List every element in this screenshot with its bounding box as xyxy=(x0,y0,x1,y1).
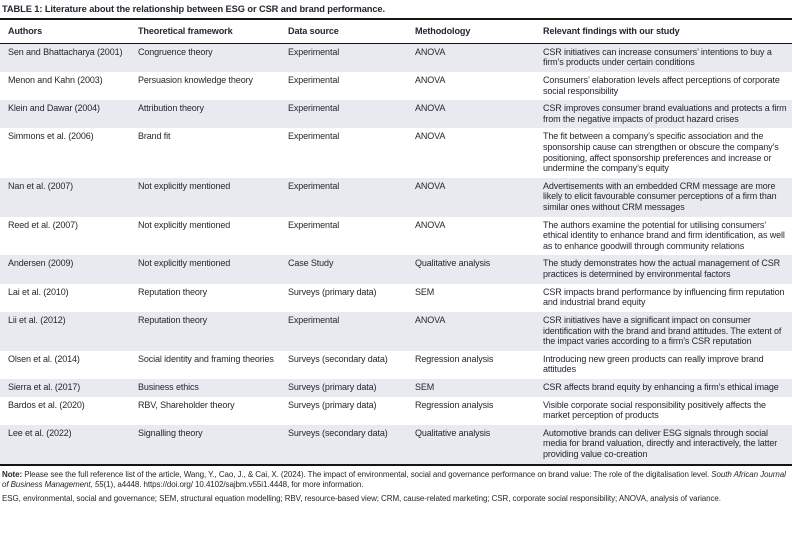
table-row: Lii et al. (2012) Reputation theory Expe… xyxy=(0,311,792,351)
table-row: Simmons et al. (2006) Brand fit Experime… xyxy=(0,128,792,177)
cell-authors: Nan et al. (2007) xyxy=(8,180,73,191)
cell-data-source: Experimental xyxy=(288,103,340,114)
cell-theoretical-framework: Reputation theory xyxy=(138,286,208,297)
note-text-before-italic: Please see the full reference list of th… xyxy=(22,469,712,479)
cell-methodology: ANOVA xyxy=(415,180,446,191)
table-notes: Note: Please see the full reference list… xyxy=(0,466,792,505)
cell-findings: Consumers’ elaboration levels affect per… xyxy=(543,74,780,96)
cell-authors: Sierra et al. (2017) xyxy=(8,381,81,392)
table-row: Andersen (2009) Not explicitly mentioned… xyxy=(0,255,792,284)
table-row: Nan et al. (2007) Not explicitly mention… xyxy=(0,177,792,217)
cell-findings: CSR improves consumer brand evaluations … xyxy=(543,103,787,124)
cell-findings: CSR affects brand equity by enhancing a … xyxy=(543,381,779,392)
cell-findings: CSR initiatives can increase consumers’ … xyxy=(543,46,772,68)
cell-data-source: Surveys (primary data) xyxy=(288,381,377,392)
cell-findings: The study demonstrates how the actual ma… xyxy=(543,258,781,280)
cell-methodology: Qualitative analysis xyxy=(415,427,491,438)
cell-findings: The authors examine the potential for ut… xyxy=(543,219,785,251)
cell-authors: Menon and Kahn (2003) xyxy=(8,74,103,85)
table-row: Sierra et al. (2017) Business ethics Sur… xyxy=(0,378,792,397)
cell-authors: Lee et al. (2022) xyxy=(8,427,72,438)
column-header-authors: Authors xyxy=(0,20,138,44)
cell-data-source: Surveys (primary data) xyxy=(288,399,377,410)
column-header-methodology: Methodology xyxy=(415,20,543,44)
cell-findings: Visible corporate social responsibility … xyxy=(543,399,766,421)
table-row: Bardos et al. (2020) RBV, Shareholder th… xyxy=(0,397,792,425)
cell-theoretical-framework: Signalling theory xyxy=(138,427,203,438)
cell-methodology: Regression analysis xyxy=(415,353,494,364)
cell-methodology: Regression analysis xyxy=(415,399,494,410)
cell-methodology: ANOVA xyxy=(415,74,446,85)
note-text-after-italic: (1), a4448. https://doi.org/ 10.4102/saj… xyxy=(103,480,364,489)
cell-data-source: Experimental xyxy=(288,314,340,325)
cell-findings: Automotive brands can deliver ESG signal… xyxy=(543,427,778,459)
cell-authors: Lii et al. (2012) xyxy=(8,314,66,325)
note-label: Note: xyxy=(2,469,23,479)
literature-table: Authors Theoretical framework Data sourc… xyxy=(0,20,792,466)
cell-methodology: ANOVA xyxy=(415,103,446,114)
cell-authors: Bardos et al. (2020) xyxy=(8,399,85,410)
cell-data-source: Experimental xyxy=(288,74,340,85)
table-row: Sen and Bhattacharya (2001) Congruence t… xyxy=(0,43,792,72)
table-row: Reed et al. (2007) Not explicitly mentio… xyxy=(0,217,792,256)
cell-data-source: Surveys (secondary data) xyxy=(288,427,388,438)
cell-data-source: Surveys (secondary data) xyxy=(288,353,388,364)
cell-authors: Olsen et al. (2014) xyxy=(8,353,80,364)
column-header-data-source: Data source xyxy=(288,20,415,44)
cell-methodology: ANOVA xyxy=(415,131,446,142)
cell-theoretical-framework: Not explicitly mentioned xyxy=(138,219,231,230)
cell-theoretical-framework: Business ethics xyxy=(138,381,199,392)
cell-theoretical-framework: Reputation theory xyxy=(138,314,208,325)
table-title: TABLE 1: Literature about the relationsh… xyxy=(0,0,792,20)
column-header-theoretical-framework: Theoretical framework xyxy=(138,20,288,44)
cell-data-source: Experimental xyxy=(288,131,340,142)
cell-methodology: ANOVA xyxy=(415,46,446,57)
cell-findings: CSR initiatives have a significant impac… xyxy=(543,314,782,347)
cell-theoretical-framework: Not explicitly mentioned xyxy=(138,180,231,191)
journal-name-italic: South African Journal of Business Manage… xyxy=(2,469,786,489)
cell-theoretical-framework: Attribution theory xyxy=(138,103,204,114)
cell-authors: Lai et al. (2010) xyxy=(8,286,69,297)
cell-authors: Reed et al. (2007) xyxy=(8,219,78,230)
cell-data-source: Surveys (primary data) xyxy=(288,286,377,297)
cell-methodology: ANOVA xyxy=(415,314,446,325)
cell-theoretical-framework: Social identity and framing theories xyxy=(138,353,274,364)
cell-theoretical-framework: Congruence theory xyxy=(138,46,213,57)
cell-theoretical-framework: Not explicitly mentioned xyxy=(138,258,231,269)
cell-methodology: SEM xyxy=(415,381,435,392)
reference-note: Note: Please see the full reference list… xyxy=(2,470,790,491)
table-header: Authors Theoretical framework Data sourc… xyxy=(0,20,792,44)
header-row: Authors Theoretical framework Data sourc… xyxy=(0,20,792,44)
cell-findings: Advertisements with an embedded CRM mess… xyxy=(543,180,777,213)
cell-theoretical-framework: Brand fit xyxy=(138,131,171,142)
table-row: Olsen et al. (2014) Social identity and … xyxy=(0,351,792,379)
cell-methodology: Qualitative analysis xyxy=(415,258,491,269)
cell-findings: CSR impacts brand performance by influen… xyxy=(543,286,785,308)
cell-authors: Andersen (2009) xyxy=(8,258,74,269)
cell-authors: Klein and Dawar (2004) xyxy=(8,103,100,114)
cell-data-source: Case Study xyxy=(288,258,334,269)
cell-findings: Introducing new green products can reall… xyxy=(543,353,764,375)
cell-theoretical-framework: Persuasion knowledge theory xyxy=(138,74,253,85)
cell-authors: Simmons et al. (2006) xyxy=(8,131,94,142)
table-body: Sen and Bhattacharya (2001) Congruence t… xyxy=(0,43,792,465)
column-header-relevant-findings: Relevant findings with our study xyxy=(543,20,792,44)
table-row: Lai et al. (2010) Reputation theory Surv… xyxy=(0,284,792,312)
abbreviations-note: ESG, environmental, social and governanc… xyxy=(2,494,721,504)
cell-findings: The fit between a company’s specific ass… xyxy=(543,131,779,174)
cell-data-source: Experimental xyxy=(288,46,340,57)
table-row: Menon and Kahn (2003) Persuasion knowled… xyxy=(0,72,792,100)
cell-data-source: Experimental xyxy=(288,219,340,230)
cell-methodology: SEM xyxy=(415,286,435,297)
cell-data-source: Experimental xyxy=(288,180,340,191)
literature-table-page: TABLE 1: Literature about the relationsh… xyxy=(0,0,792,505)
table-row: Klein and Dawar (2004) Attribution theor… xyxy=(0,100,792,129)
cell-authors: Sen and Bhattacharya (2001) xyxy=(8,46,123,57)
cell-methodology: ANOVA xyxy=(415,219,446,230)
table-row: Lee et al. (2022) Signalling theory Surv… xyxy=(0,424,792,465)
cell-theoretical-framework: RBV, Shareholder theory xyxy=(138,399,235,410)
